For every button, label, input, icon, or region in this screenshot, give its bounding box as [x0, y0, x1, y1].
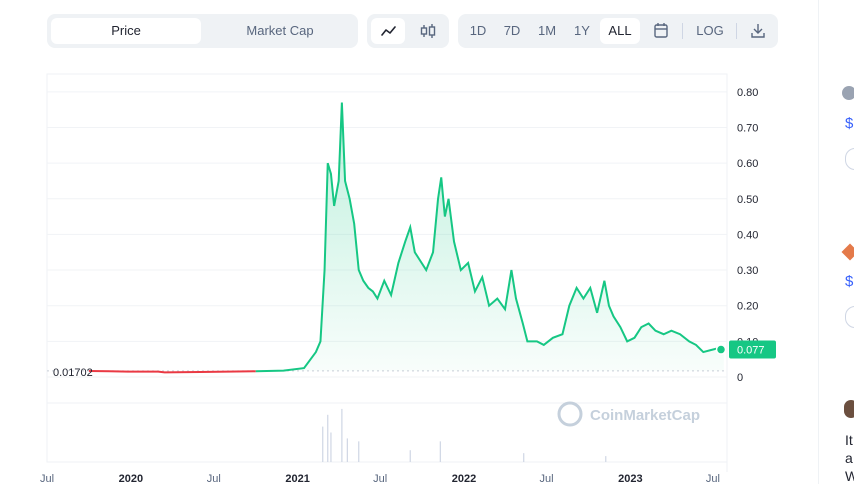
y-tick-label: 0.70	[737, 122, 758, 134]
x-tick-label: Jul	[373, 473, 387, 484]
chart-frame	[46, 73, 728, 463]
sidebar-coin-avatar	[842, 86, 854, 100]
price-line-above-baseline	[255, 102, 724, 373]
range-all[interactable]: ALL	[600, 18, 640, 44]
download-icon[interactable]	[742, 18, 774, 44]
x-tick-label: 2021	[285, 473, 309, 484]
y-tick-label: 0.50	[737, 194, 758, 206]
sidebar-action-button[interactable]	[845, 306, 854, 328]
range-1d[interactable]: 1D	[469, 23, 487, 38]
toolbar-divider	[736, 23, 737, 39]
line-chart-icon[interactable]	[371, 18, 405, 44]
watermark: CoinMarketCap	[557, 401, 700, 427]
volume-bars	[322, 408, 607, 462]
sidebar-user-avatar	[844, 400, 854, 418]
price-area	[255, 102, 724, 372]
baseline-value-label: 0.01702	[53, 367, 93, 379]
y-tick-label: 0	[737, 372, 743, 384]
x-tick-label: Jul	[40, 473, 54, 484]
y-axis: 00.100.200.300.400.500.600.700.80	[737, 87, 758, 384]
price-chart[interactable]: 00.100.200.300.400.500.600.700.80 Jul202…	[0, 0, 818, 484]
calendar-icon[interactable]	[646, 18, 676, 44]
x-axis: Jul 2020 Jul 2021 Jul 2022 Jul 2023 Jul	[40, 473, 720, 484]
y-tick-label: 0.40	[737, 229, 758, 241]
sidebar-text: a	[845, 450, 853, 466]
y-tick-label: 0.80	[737, 87, 758, 99]
tab-price[interactable]: Price	[51, 18, 201, 44]
range-7d[interactable]: 7D	[503, 23, 521, 38]
candlestick-icon[interactable]	[411, 18, 445, 44]
x-tick-label: 2022	[452, 473, 476, 484]
range-1m[interactable]: 1M	[537, 23, 557, 38]
sidebar-price-a: $	[845, 115, 854, 132]
price-line-below-baseline	[88, 369, 256, 374]
x-tick-label: Jul	[207, 473, 221, 484]
sidebar-text: W	[845, 468, 854, 484]
sidebar-coin-avatar	[841, 243, 854, 261]
range-1y[interactable]: 1Y	[574, 23, 590, 38]
watermark-text: CoinMarketCap	[590, 407, 700, 424]
current-price-marker	[715, 344, 727, 355]
x-tick-label: Jul	[706, 473, 720, 484]
y-tick-label: 0.60	[737, 158, 758, 170]
current-price-label: 0.077	[737, 345, 765, 357]
sidebar-price-b: $	[845, 273, 854, 290]
log-scale-toggle[interactable]: LOG	[696, 23, 724, 38]
sidebar-divider	[818, 0, 819, 484]
chart-style-toggle	[367, 14, 449, 48]
current-price-badge	[729, 340, 776, 359]
y-tick-label: 0.20	[737, 301, 758, 313]
price-type-tabs: Price Market Cap	[47, 14, 358, 48]
y-tick-label: 0.30	[737, 265, 758, 277]
x-tick-label: Jul	[539, 473, 553, 484]
sidebar-action-button[interactable]	[845, 148, 854, 170]
x-tick-label: 2023	[618, 473, 642, 484]
range-selector: 1D 7D 1M 1Y ALL LOG	[458, 14, 778, 48]
tab-market-cap[interactable]: Market Cap	[246, 23, 314, 38]
sidebar-text: It	[845, 432, 853, 448]
x-tick-label: 2020	[119, 473, 143, 484]
toolbar-divider	[682, 23, 683, 39]
